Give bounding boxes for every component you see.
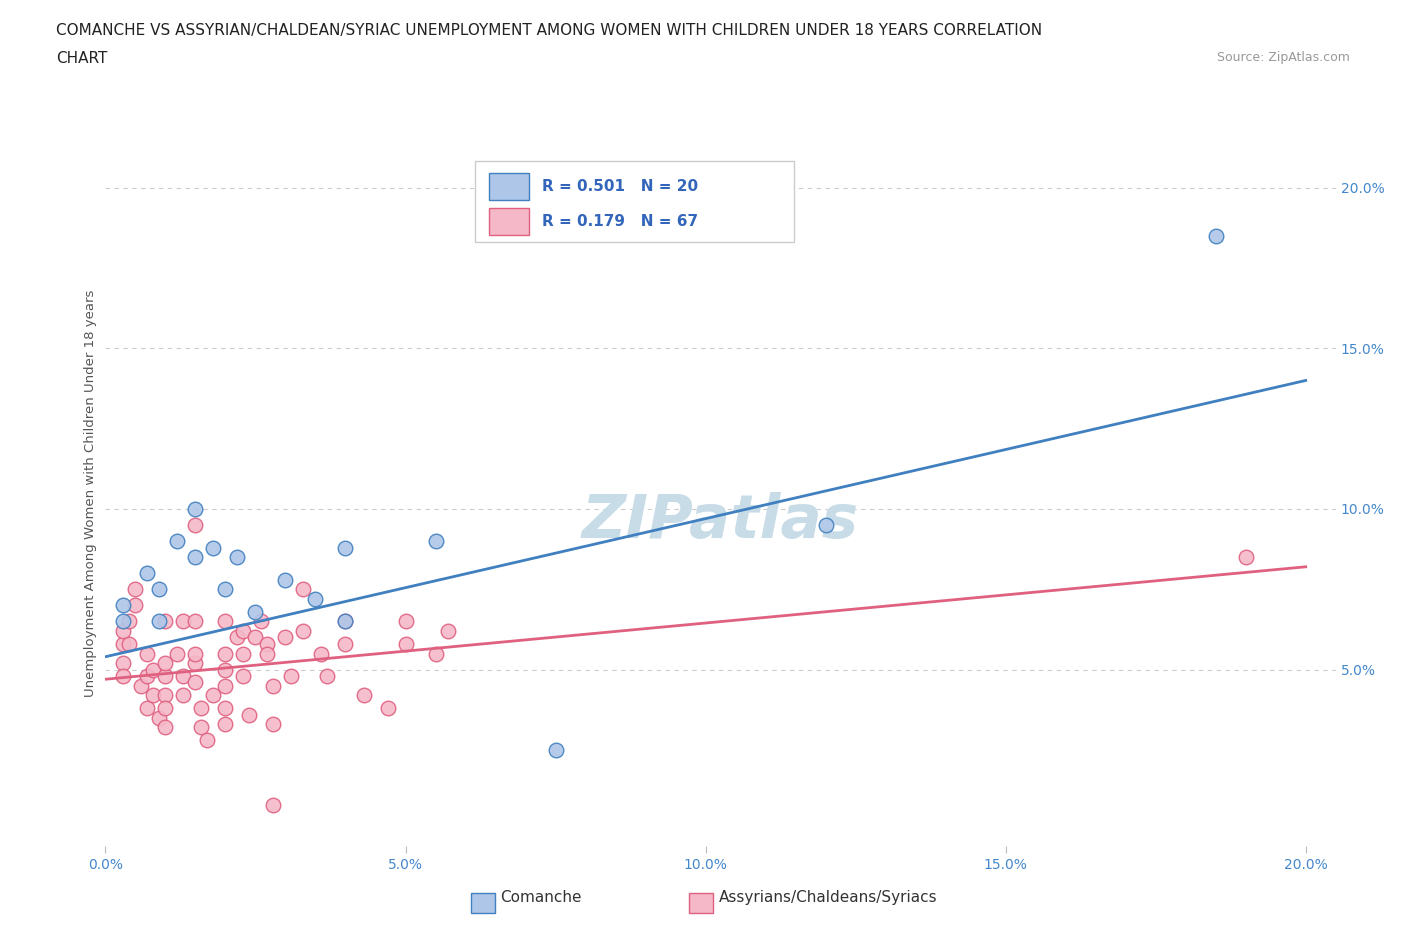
Point <box>250 614 273 629</box>
Point <box>292 582 315 597</box>
Point <box>118 614 141 629</box>
Point <box>394 614 416 629</box>
Point <box>232 669 254 684</box>
Point <box>263 678 285 693</box>
Point <box>256 636 278 651</box>
Point <box>118 636 141 651</box>
Point <box>136 646 159 661</box>
Point <box>155 614 177 629</box>
Point <box>245 604 267 619</box>
Point <box>214 646 236 661</box>
Point <box>214 717 236 732</box>
Point <box>226 550 249 565</box>
Point <box>245 630 267 644</box>
Text: Comanche: Comanche <box>501 890 582 905</box>
Point <box>335 540 357 555</box>
Point <box>214 678 236 693</box>
Point <box>190 700 212 715</box>
Point <box>238 707 260 722</box>
Point <box>184 501 207 516</box>
Text: COMANCHE VS ASSYRIAN/CHALDEAN/SYRIAC UNEMPLOYMENT AMONG WOMEN WITH CHILDREN UNDE: COMANCHE VS ASSYRIAN/CHALDEAN/SYRIAC UNE… <box>56 23 1042 38</box>
Point <box>136 565 159 580</box>
Point <box>214 662 236 677</box>
Point <box>436 624 458 639</box>
Point <box>425 646 447 661</box>
Point <box>184 550 207 565</box>
Point <box>425 534 447 549</box>
Point <box>184 518 207 533</box>
Point <box>112 624 135 639</box>
Point <box>166 646 188 661</box>
Point <box>214 582 236 597</box>
Point <box>214 614 236 629</box>
Text: Assyrians/Chaldeans/Syriacs: Assyrians/Chaldeans/Syriacs <box>718 890 936 905</box>
Point <box>184 656 207 671</box>
Point <box>263 797 285 812</box>
Point <box>292 624 315 639</box>
Point <box>304 591 326 606</box>
Point <box>184 646 207 661</box>
Text: ZIPatlas: ZIPatlas <box>582 492 859 551</box>
Point <box>155 688 177 703</box>
Point <box>274 630 297 644</box>
Point <box>280 669 302 684</box>
Point <box>197 733 219 748</box>
Point <box>172 669 194 684</box>
Bar <box>489 208 529 235</box>
Bar <box>489 173 529 200</box>
Point <box>148 711 170 725</box>
Point <box>544 742 567 757</box>
Point <box>214 700 236 715</box>
Point <box>112 614 135 629</box>
Text: CHART: CHART <box>56 51 108 66</box>
Point <box>190 720 212 735</box>
Point <box>148 582 170 597</box>
Point <box>112 598 135 613</box>
Point <box>155 669 177 684</box>
Y-axis label: Unemployment Among Women with Children Under 18 years: Unemployment Among Women with Children U… <box>84 289 97 697</box>
Point <box>335 614 357 629</box>
Text: R = 0.179   N = 67: R = 0.179 N = 67 <box>543 214 699 229</box>
Point <box>155 720 177 735</box>
Point <box>311 646 333 661</box>
Point <box>112 636 135 651</box>
Point <box>377 700 399 715</box>
Point <box>256 646 278 661</box>
Point <box>274 572 297 587</box>
Text: R = 0.501   N = 20: R = 0.501 N = 20 <box>543 179 699 193</box>
Point <box>316 669 339 684</box>
Point <box>124 582 146 597</box>
Point <box>155 656 177 671</box>
Point <box>112 669 135 684</box>
Point <box>335 614 357 629</box>
Point <box>166 534 188 549</box>
Point <box>202 688 225 703</box>
Point <box>184 614 207 629</box>
Point <box>136 669 159 684</box>
Point <box>1205 229 1227 244</box>
Point <box>263 717 285 732</box>
Text: Source: ZipAtlas.com: Source: ZipAtlas.com <box>1216 51 1350 64</box>
Point <box>1234 550 1257 565</box>
Point <box>148 614 170 629</box>
Point <box>232 624 254 639</box>
Point <box>172 614 194 629</box>
Point <box>232 646 254 661</box>
Point <box>172 688 194 703</box>
FancyBboxPatch shape <box>475 161 794 242</box>
Point <box>131 678 153 693</box>
Point <box>124 598 146 613</box>
Point <box>814 518 837 533</box>
Point <box>184 675 207 690</box>
Point <box>142 688 165 703</box>
Point <box>353 688 375 703</box>
Point <box>202 540 225 555</box>
Point <box>112 656 135 671</box>
Point <box>394 636 416 651</box>
Point <box>335 636 357 651</box>
Point <box>136 700 159 715</box>
Point <box>155 700 177 715</box>
Point <box>142 662 165 677</box>
Point <box>226 630 249 644</box>
